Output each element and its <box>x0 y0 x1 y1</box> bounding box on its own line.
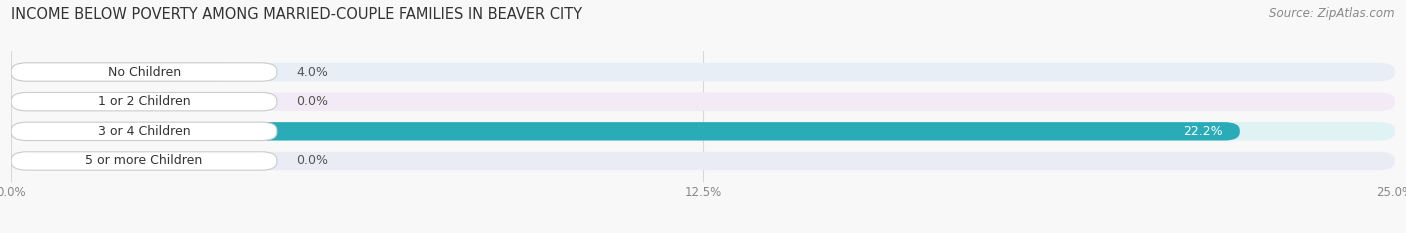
FancyBboxPatch shape <box>11 93 1395 111</box>
Text: 1 or 2 Children: 1 or 2 Children <box>98 95 190 108</box>
FancyBboxPatch shape <box>11 63 277 81</box>
FancyBboxPatch shape <box>11 152 277 170</box>
Text: 5 or more Children: 5 or more Children <box>86 154 202 168</box>
Text: 0.0%: 0.0% <box>297 154 328 168</box>
Text: 4.0%: 4.0% <box>297 65 328 79</box>
Text: 3 or 4 Children: 3 or 4 Children <box>98 125 190 138</box>
Text: 22.2%: 22.2% <box>1184 125 1223 138</box>
Text: No Children: No Children <box>107 65 180 79</box>
FancyBboxPatch shape <box>11 63 1395 81</box>
FancyBboxPatch shape <box>11 122 1395 140</box>
FancyBboxPatch shape <box>11 152 1395 170</box>
Text: INCOME BELOW POVERTY AMONG MARRIED-COUPLE FAMILIES IN BEAVER CITY: INCOME BELOW POVERTY AMONG MARRIED-COUPL… <box>11 7 582 22</box>
FancyBboxPatch shape <box>11 93 277 111</box>
Text: 0.0%: 0.0% <box>297 95 328 108</box>
FancyBboxPatch shape <box>11 122 1240 140</box>
FancyBboxPatch shape <box>11 122 277 140</box>
FancyBboxPatch shape <box>11 63 232 81</box>
Text: Source: ZipAtlas.com: Source: ZipAtlas.com <box>1270 7 1395 20</box>
